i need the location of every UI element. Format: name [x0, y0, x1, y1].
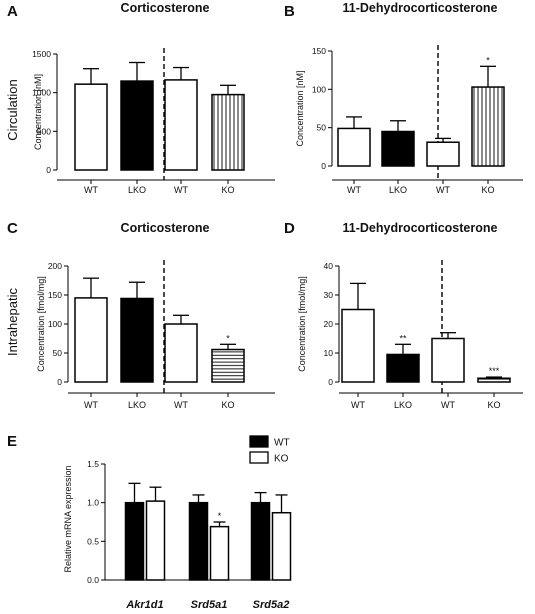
- bar-a-3: [211, 93, 245, 171]
- bar-b-1: [381, 130, 415, 167]
- bar-c-1: [120, 297, 154, 383]
- bar-a-0: [74, 83, 108, 171]
- y-tick-label-b-2: 100: [312, 84, 326, 94]
- panel-label-c: C: [7, 220, 18, 237]
- significance-marker-e-1-1: *: [218, 511, 222, 521]
- category-label-a-1: LKO: [128, 185, 146, 195]
- y-axis-label-d: Concentration [fmol/mg]: [297, 276, 307, 372]
- category-label-e-1: Srd5a1: [191, 599, 228, 611]
- y-tick-label-d-2: 20: [324, 319, 334, 329]
- y-axis-label-c: Concentration [fmol/mg]: [36, 276, 46, 372]
- category-label-a-3: KO: [221, 185, 234, 195]
- significance-marker-b-3: *: [486, 55, 490, 65]
- category-label-e-0: Akr1d1: [125, 599, 163, 611]
- category-label-d-3: KO: [487, 400, 500, 410]
- y-tick-label-e-0: 0.0: [87, 575, 99, 585]
- category-label-c-0: WT: [84, 400, 98, 410]
- legend-label-ko: KO: [274, 454, 289, 465]
- category-label-a-2: WT: [174, 185, 188, 195]
- panel-title-b: 11-Dehydrocorticosterone: [343, 1, 498, 15]
- y-tick-label-d-1: 10: [324, 348, 334, 358]
- panel-label-b: B: [284, 3, 295, 20]
- legend-swatch-wt: [249, 435, 269, 448]
- y-tick-label-a-1: 500: [37, 126, 51, 136]
- bar-a-2: [164, 79, 198, 171]
- y-axis-label-e: Relative mRNA expression: [63, 465, 73, 572]
- bar-c-3: [211, 348, 245, 383]
- category-label-d-1: LKO: [394, 400, 412, 410]
- bar-b-0: [337, 127, 371, 167]
- bar-e-ko-0: [145, 500, 166, 581]
- y-tick-label-b-3: 150: [312, 46, 326, 56]
- panel-title-c: Corticosterone: [121, 221, 210, 235]
- y-tick-label-d-3: 30: [324, 290, 334, 300]
- y-tick-label-c-0: 0: [57, 377, 62, 387]
- y-tick-label-c-2: 100: [48, 319, 62, 329]
- bar-c-0: [74, 297, 108, 383]
- row-label-intrahepatic: Intrahepatic: [5, 288, 20, 356]
- bar-e-wt-2: [250, 501, 271, 581]
- category-label-b-0: WT: [347, 185, 361, 195]
- panel-label-d: D: [284, 220, 295, 237]
- category-label-c-3: KO: [221, 400, 234, 410]
- y-tick-label-c-4: 200: [48, 261, 62, 271]
- row-label-circulation: Circulation: [5, 79, 20, 140]
- y-tick-label-a-3: 1500: [32, 49, 51, 59]
- bar-e-wt-1: [188, 501, 209, 581]
- category-label-c-1: LKO: [128, 400, 146, 410]
- y-tick-label-e-3: 1.5: [87, 459, 99, 469]
- panel-title-d: 11-Dehydrocorticosterone: [343, 221, 498, 235]
- y-tick-label-a-2: 1000: [32, 88, 51, 98]
- bar-e-ko-2: [271, 511, 292, 581]
- y-axis-label-a: Concentration [nM]: [33, 74, 43, 150]
- panel-title-a: Corticosterone: [121, 1, 210, 15]
- bar-c-2: [164, 323, 198, 383]
- category-label-e-2: Srd5a2: [253, 599, 290, 611]
- y-tick-label-b-0: 0: [321, 161, 326, 171]
- bar-b-3: [471, 86, 505, 167]
- panel-b: B 11-Dehydrocorticosterone 0 50 100 150 Concen…: [284, 1, 523, 195]
- category-label-b-3: KO: [481, 185, 494, 195]
- significance-marker-d-3: ***: [489, 366, 500, 376]
- significance-marker-c-3: *: [226, 333, 230, 343]
- bar-e-wt-0: [124, 501, 145, 581]
- panel-a: A Corticosterone 0 500 1000 1500 Concentration…: [7, 1, 275, 195]
- bar-e-ko-1: [209, 525, 230, 581]
- panel-label-a: A: [7, 3, 18, 20]
- legend-label-wt: WT: [274, 438, 290, 449]
- y-tick-label-c-1: 50: [53, 348, 63, 358]
- bar-d-0: [341, 308, 375, 383]
- bar-b-2: [426, 141, 460, 167]
- y-tick-label-e-1: 0.5: [87, 536, 99, 546]
- bar-d-2: [431, 337, 465, 383]
- y-tick-label-d-4: 40: [324, 261, 334, 271]
- category-label-d-0: WT: [351, 400, 365, 410]
- bar-d-3: [477, 377, 511, 383]
- category-label-a-0: WT: [84, 185, 98, 195]
- panel-d: D 11-Dehydrocorticosterone 0 10 20 30 40 Concen…: [284, 220, 523, 410]
- bar-d-1: [386, 353, 420, 383]
- bar-a-1: [120, 80, 154, 171]
- y-tick-label-a-0: 0: [46, 165, 51, 175]
- category-label-d-2: WT: [441, 400, 455, 410]
- y-axis-label-b: Concentration [nM]: [295, 70, 305, 146]
- panel-e: E 0.0 0.5 1.0 1.5 Relative mRNA expression Akr…: [7, 433, 292, 611]
- y-tick-label-e-2: 1.0: [87, 498, 99, 508]
- category-label-c-2: WT: [174, 400, 188, 410]
- y-tick-label-b-1: 50: [317, 123, 327, 133]
- category-label-b-2: WT: [436, 185, 450, 195]
- panel-label-e: E: [7, 433, 17, 450]
- y-tick-label-d-0: 0: [328, 377, 333, 387]
- y-tick-label-c-3: 150: [48, 290, 62, 300]
- legend-swatch-ko: [249, 451, 269, 464]
- significance-marker-d-1: **: [399, 333, 407, 343]
- panel-c: C Corticosterone 0 50 100 150 200Concentration…: [7, 220, 275, 410]
- category-label-b-1: LKO: [389, 185, 407, 195]
